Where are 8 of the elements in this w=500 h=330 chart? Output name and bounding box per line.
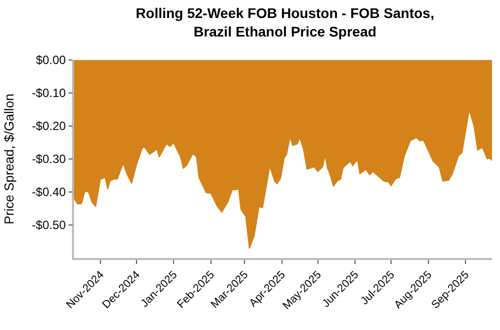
chart-title: Rolling 52-Week FOB Houston - FOB Santos, Brazil Ethanol Price Spread	[136, 5, 434, 40]
y-tick-label: -$0.10	[32, 86, 66, 100]
y-tick-label: -$0.20	[32, 119, 66, 134]
y-tick-label: $0.00	[36, 53, 66, 68]
y-axis-title: Price Spread, $/Gallon	[1, 94, 16, 224]
y-tick-label: -$0.30	[32, 152, 66, 166]
y-tick-label: -$0.40	[32, 185, 66, 200]
y-tick-label: -$0.50	[32, 218, 66, 232]
